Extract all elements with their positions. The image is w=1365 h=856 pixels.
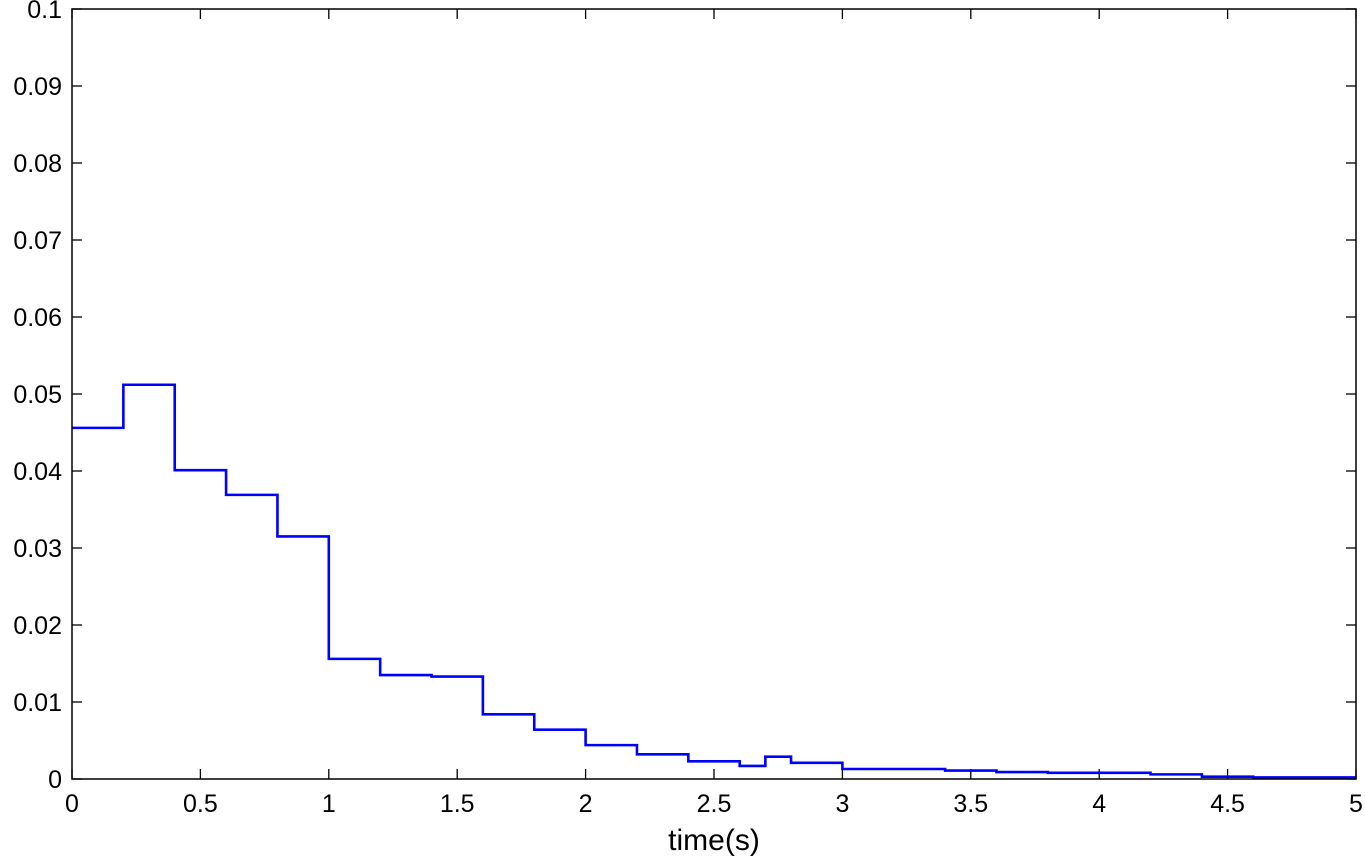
y-tick-label: 0.03: [13, 535, 62, 563]
x-tick-label: 2: [579, 790, 593, 818]
x-tick-label: 0: [65, 790, 79, 818]
y-tick-label: 0.06: [13, 304, 62, 332]
x-axis-label: time(s): [668, 824, 760, 856]
y-tick-label: 0.1: [27, 0, 62, 24]
y-tick-label: 0.02: [13, 612, 62, 640]
y-tick-label: 0.04: [13, 458, 62, 486]
y-tick-label: 0.08: [13, 150, 62, 178]
x-tick-label: 2.5: [697, 790, 732, 818]
x-tick-label: 0.5: [183, 790, 218, 818]
y-tick-label: 0.09: [13, 73, 62, 101]
x-tick-label: 4: [1092, 790, 1106, 818]
x-tick-label: 1: [322, 790, 336, 818]
x-tick-label: 4.5: [1210, 790, 1245, 818]
y-tick-label: 0.05: [13, 381, 62, 409]
plot-frame: [71, 8, 1357, 780]
x-tick-label: 3.5: [953, 790, 988, 818]
x-tick-label: 1.5: [440, 790, 475, 818]
x-tick-label: 5: [1349, 790, 1363, 818]
x-tick-label: 3: [835, 790, 849, 818]
y-tick-label: 0.07: [13, 227, 62, 255]
y-tick-label: 0: [48, 766, 62, 794]
y-tick-label: 0.01: [13, 689, 62, 717]
series-line: [72, 383, 1356, 779]
